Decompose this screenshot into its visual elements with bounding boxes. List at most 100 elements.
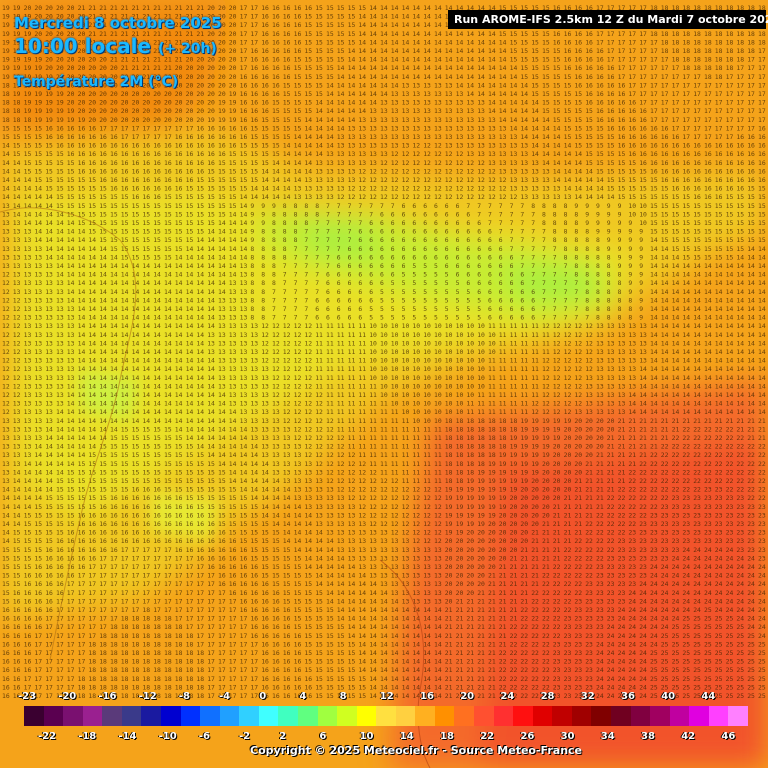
svg-text:17: 17: [672, 124, 680, 132]
svg-text:14: 14: [45, 425, 53, 433]
svg-text:15: 15: [56, 176, 64, 184]
svg-text:16: 16: [121, 167, 129, 175]
svg-text:22: 22: [650, 486, 658, 494]
svg-text:12: 12: [391, 511, 399, 519]
svg-text:14: 14: [466, 81, 474, 89]
svg-text:15: 15: [585, 133, 593, 141]
svg-text:11: 11: [369, 443, 377, 451]
svg-text:23: 23: [715, 529, 723, 537]
svg-text:15: 15: [175, 460, 183, 468]
svg-text:12: 12: [294, 322, 302, 330]
svg-text:14: 14: [88, 400, 96, 408]
svg-text:6: 6: [531, 314, 535, 322]
svg-text:16: 16: [45, 563, 53, 571]
svg-text:13: 13: [229, 322, 237, 330]
svg-text:14: 14: [121, 365, 129, 373]
svg-text:14: 14: [142, 288, 150, 296]
svg-text:12: 12: [337, 434, 345, 442]
svg-text:12: 12: [391, 486, 399, 494]
svg-text:13: 13: [596, 322, 604, 330]
svg-text:6: 6: [466, 236, 470, 244]
svg-text:14: 14: [553, 133, 561, 141]
svg-text:10: 10: [466, 357, 474, 365]
svg-text:16: 16: [229, 546, 237, 554]
svg-text:20: 20: [164, 116, 172, 124]
svg-text:11: 11: [380, 425, 388, 433]
svg-text:15: 15: [283, 90, 291, 98]
svg-text:14: 14: [218, 417, 226, 425]
svg-text:15: 15: [13, 537, 21, 545]
svg-text:10: 10: [445, 348, 453, 356]
svg-text:22: 22: [585, 520, 593, 528]
svg-text:9: 9: [639, 279, 643, 287]
svg-text:16: 16: [110, 503, 118, 511]
svg-text:17: 17: [715, 107, 723, 115]
svg-text:10: 10: [369, 339, 377, 347]
svg-text:13: 13: [434, 116, 442, 124]
svg-text:19: 19: [34, 73, 42, 81]
svg-text:14: 14: [348, 563, 356, 571]
svg-text:16: 16: [661, 133, 669, 141]
svg-text:23: 23: [682, 494, 690, 502]
svg-text:15: 15: [240, 537, 248, 545]
svg-text:14: 14: [218, 425, 226, 433]
svg-text:14: 14: [67, 417, 75, 425]
svg-text:13: 13: [56, 365, 64, 373]
svg-text:14: 14: [747, 331, 755, 339]
svg-text:16: 16: [240, 124, 248, 132]
legend-swatch: [434, 706, 455, 726]
svg-text:14: 14: [726, 357, 734, 365]
svg-text:16: 16: [142, 193, 150, 201]
legend-top-label: 12: [380, 691, 394, 702]
svg-text:8: 8: [272, 271, 276, 279]
svg-text:18: 18: [456, 434, 464, 442]
svg-text:15: 15: [186, 202, 194, 210]
svg-text:13: 13: [639, 357, 647, 365]
svg-text:17: 17: [682, 133, 690, 141]
svg-text:13: 13: [337, 537, 345, 545]
svg-text:11: 11: [369, 391, 377, 399]
svg-text:13: 13: [24, 408, 32, 416]
svg-text:24: 24: [747, 572, 755, 580]
svg-text:14: 14: [99, 365, 107, 373]
svg-text:17: 17: [715, 133, 723, 141]
svg-text:15: 15: [175, 228, 183, 236]
svg-text:6: 6: [348, 296, 352, 304]
svg-text:14: 14: [272, 486, 280, 494]
svg-text:15: 15: [175, 202, 183, 210]
svg-text:21: 21: [607, 443, 615, 451]
svg-text:17: 17: [164, 580, 172, 588]
svg-text:14: 14: [142, 339, 150, 347]
svg-text:17: 17: [88, 563, 96, 571]
svg-text:17: 17: [628, 73, 636, 81]
svg-text:15: 15: [121, 202, 129, 210]
svg-text:13: 13: [240, 305, 248, 313]
svg-text:15: 15: [250, 176, 258, 184]
svg-text:13: 13: [358, 142, 366, 150]
svg-text:14: 14: [693, 305, 701, 313]
svg-text:14: 14: [348, 73, 356, 81]
svg-text:10: 10: [423, 339, 431, 347]
svg-text:14: 14: [132, 417, 140, 425]
svg-text:20: 20: [466, 537, 474, 545]
svg-text:14: 14: [207, 305, 215, 313]
svg-text:22: 22: [661, 451, 669, 459]
svg-text:12: 12: [553, 331, 561, 339]
svg-text:21: 21: [661, 425, 669, 433]
svg-text:16: 16: [283, 73, 291, 81]
svg-text:14: 14: [596, 185, 604, 193]
svg-text:14: 14: [78, 434, 86, 442]
svg-text:14: 14: [272, 185, 280, 193]
svg-text:13: 13: [67, 322, 75, 330]
svg-text:20: 20: [45, 47, 53, 55]
svg-text:14: 14: [358, 64, 366, 72]
svg-text:13: 13: [2, 460, 10, 468]
svg-text:13: 13: [24, 245, 32, 253]
svg-text:14: 14: [650, 305, 658, 313]
svg-text:14: 14: [99, 288, 107, 296]
svg-text:19: 19: [542, 451, 550, 459]
svg-text:15: 15: [294, 589, 302, 597]
svg-text:13: 13: [2, 202, 10, 210]
svg-text:6: 6: [348, 253, 352, 261]
svg-text:6: 6: [369, 271, 373, 279]
